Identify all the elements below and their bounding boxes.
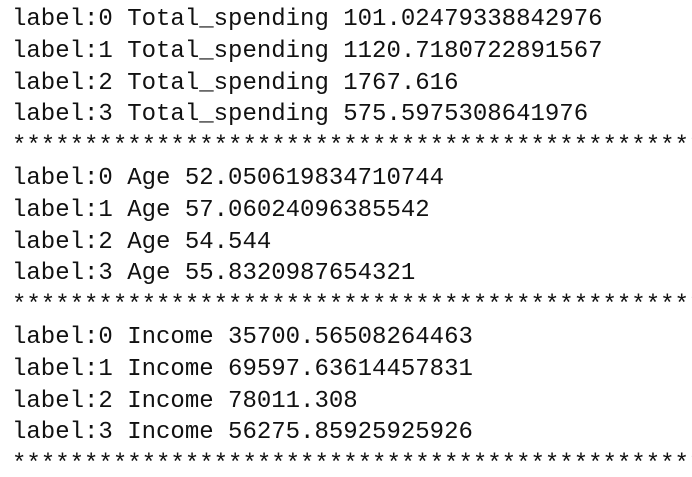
console-line: label:1 Total_spending 1120.718072289156… — [12, 37, 603, 65]
console-line: label:3 Age 55.8320987654321 — [12, 260, 416, 288]
console-output: label:0 Total_spending 101.0247933884297… — [12, 4, 692, 477]
console-line: label:0 Income 35700.56508264463 — [12, 323, 473, 351]
console-line: ****************************************… — [12, 451, 692, 477]
console-line: label:0 Age 52.050619834710744 — [12, 164, 445, 192]
console-line: label:1 Age 57.06024096385542 — [12, 196, 430, 224]
console-line: label:3 Total_spending 575.5975308641976 — [12, 101, 589, 129]
console-line: label:2 Total_spending 1767.616 — [12, 69, 459, 97]
console-line: label:2 Income 78011.308 — [12, 387, 358, 415]
console-line: ****************************************… — [12, 292, 692, 320]
console-line: label:0 Total_spending 101.0247933884297… — [12, 6, 603, 33]
console-line: ****************************************… — [12, 133, 692, 161]
console-line: label:1 Income 69597.63614457831 — [12, 355, 473, 383]
console-line: label:2 Age 54.544 — [12, 228, 272, 256]
console-line: label:3 Income 56275.85925925926 — [12, 419, 473, 447]
